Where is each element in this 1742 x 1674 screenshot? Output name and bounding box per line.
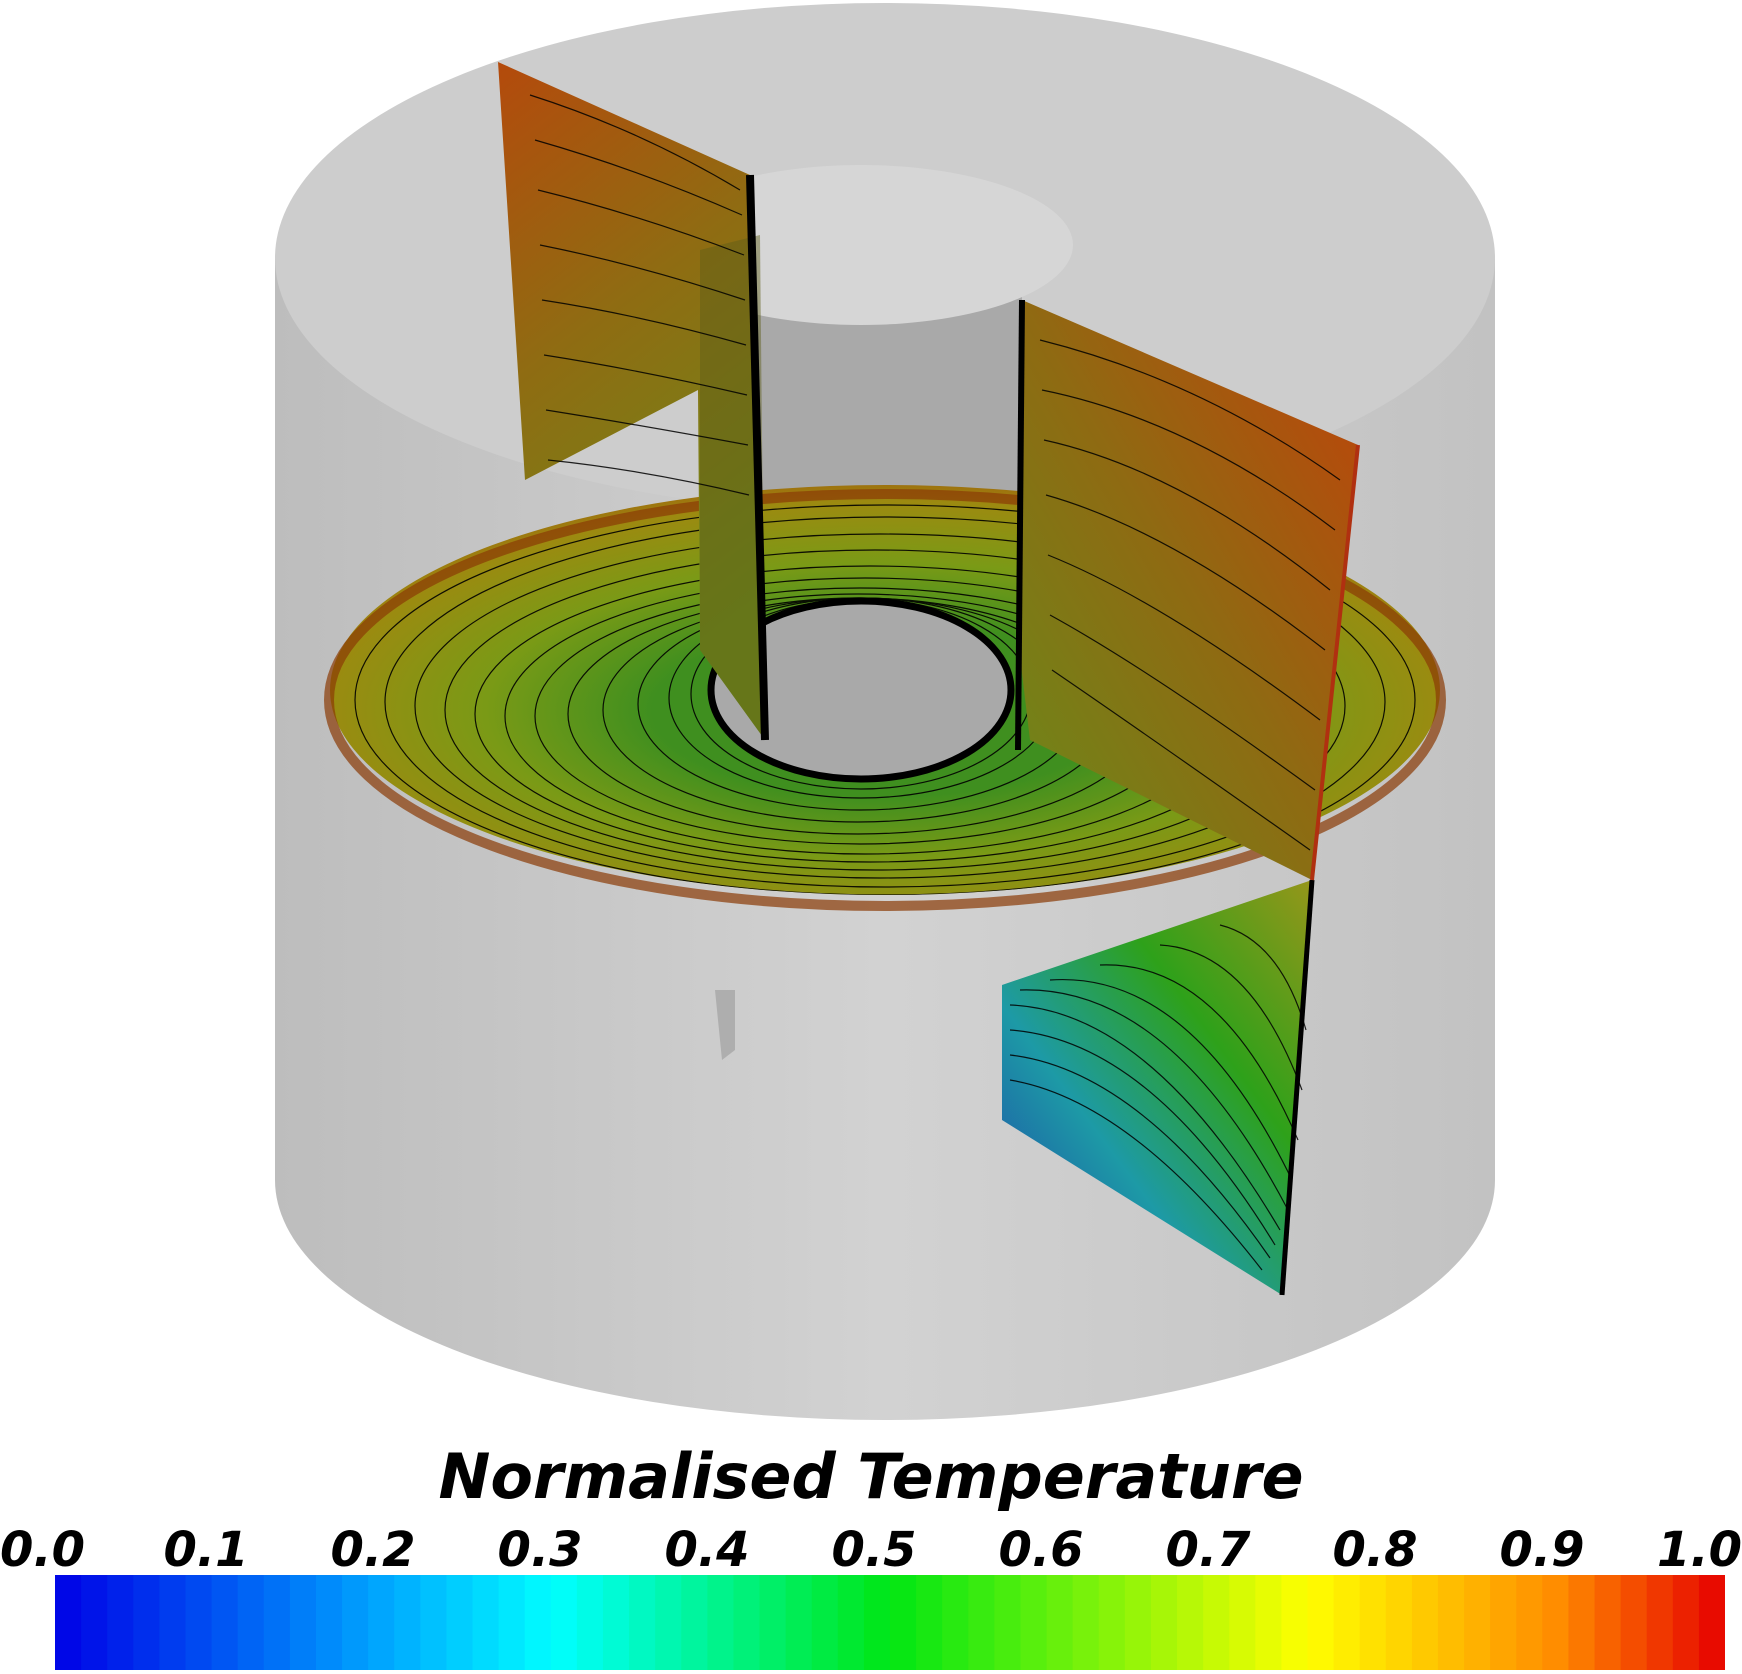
colorbar: [55, 1575, 1725, 1670]
colorbar-step: [211, 1575, 239, 1670]
colorbar-step: [159, 1575, 187, 1670]
colorbar-step: [524, 1575, 552, 1670]
colorbar-step: [1698, 1575, 1725, 1670]
tick-label: 0.2: [330, 1522, 416, 1578]
tick-label: 0.6: [998, 1522, 1084, 1578]
colorbar-step: [1359, 1575, 1387, 1670]
colorbar-step: [602, 1575, 630, 1670]
colorbar-step: [1177, 1575, 1204, 1670]
colorbar-title: Normalised Temperature: [438, 1440, 1304, 1513]
temperature-slice-right: [1015, 299, 1360, 881]
colorbar-step: [342, 1575, 369, 1670]
colorbar-step: [107, 1575, 134, 1670]
colorbar-step: [1229, 1575, 1256, 1670]
colorbar-step: [81, 1575, 108, 1670]
temperature-slice-left: [498, 62, 769, 741]
colorbar-step: [1203, 1575, 1230, 1670]
tick-label: 0.3: [497, 1522, 583, 1578]
colorbar-step: [994, 1575, 1022, 1670]
colorbar-step: [916, 1575, 943, 1670]
colorbar-step: [368, 1575, 395, 1670]
colorbar-step: [1255, 1575, 1282, 1670]
colorbar-step: [576, 1575, 604, 1670]
tick-label: 0.7: [1165, 1522, 1251, 1578]
colorbar-step: [1072, 1575, 1100, 1670]
colorbar-step: [185, 1575, 213, 1670]
colorbar-step: [1672, 1575, 1700, 1670]
colorbar-step: [1333, 1575, 1361, 1670]
colorbar-step: [629, 1575, 656, 1670]
colorbar-step: [942, 1575, 969, 1670]
colorbar-step: [498, 1575, 526, 1670]
colorbar-step: [785, 1575, 813, 1670]
colorbar-step: [1620, 1575, 1648, 1670]
colorbar-step: [1568, 1575, 1596, 1670]
colorbar-step: [968, 1575, 995, 1670]
colorbar-step: [1464, 1575, 1491, 1670]
colorbar-step: [1150, 1575, 1178, 1670]
colorbar-step: [1490, 1575, 1517, 1670]
tick-label: 0.0: [0, 1522, 86, 1578]
colorbar-step: [759, 1575, 787, 1670]
colorbar-step: [890, 1575, 917, 1670]
colorbar-step: [1411, 1575, 1439, 1670]
colorbar-step: [289, 1575, 317, 1670]
panel-shadow: [715, 990, 735, 1060]
colorbar-step: [707, 1575, 735, 1670]
temperature-slice-lower: [1002, 879, 1315, 1296]
colorbar-step: [733, 1575, 761, 1670]
tick-label: 0.9: [1499, 1522, 1585, 1578]
tick-label: 1.0: [1656, 1522, 1742, 1578]
colorbar-step: [1307, 1575, 1335, 1670]
colorbar-step: [133, 1575, 160, 1670]
colorbar-step: [1516, 1575, 1543, 1670]
colorbar-step: [1542, 1575, 1570, 1670]
colorbar-step: [655, 1575, 682, 1670]
cylinder-scene: [275, 3, 1495, 1420]
colorbar-step: [1437, 1575, 1465, 1670]
colorbar-step: [315, 1575, 343, 1670]
colorbar-step: [1020, 1575, 1048, 1670]
colorbar-step: [263, 1575, 291, 1670]
colorbar-step: [1046, 1575, 1074, 1670]
colorbar-step: [1098, 1575, 1126, 1670]
colorbar-step: [1594, 1575, 1622, 1670]
colorbar-step: [550, 1575, 578, 1670]
colorbar-step: [420, 1575, 447, 1670]
tick-label: 0.8: [1332, 1522, 1418, 1578]
tick-label: 0.5: [831, 1522, 917, 1578]
colorbar-step: [1281, 1575, 1309, 1670]
tick-label: 0.1: [163, 1522, 249, 1578]
colorbar-step: [1385, 1575, 1413, 1670]
colorbar-step: [55, 1575, 82, 1670]
colorbar-step: [1124, 1575, 1152, 1670]
colorbar-step: [394, 1575, 421, 1670]
colorbar-step: [863, 1575, 891, 1670]
colorbar-step: [237, 1575, 265, 1670]
colorbar-step: [472, 1575, 500, 1670]
tick-label: 0.4: [664, 1522, 750, 1578]
colorbar-step: [837, 1575, 865, 1670]
colorbar-step: [446, 1575, 474, 1670]
colorbar-step: [811, 1575, 839, 1670]
colorbar-step: [1646, 1575, 1674, 1670]
colorbar-step: [681, 1575, 708, 1670]
